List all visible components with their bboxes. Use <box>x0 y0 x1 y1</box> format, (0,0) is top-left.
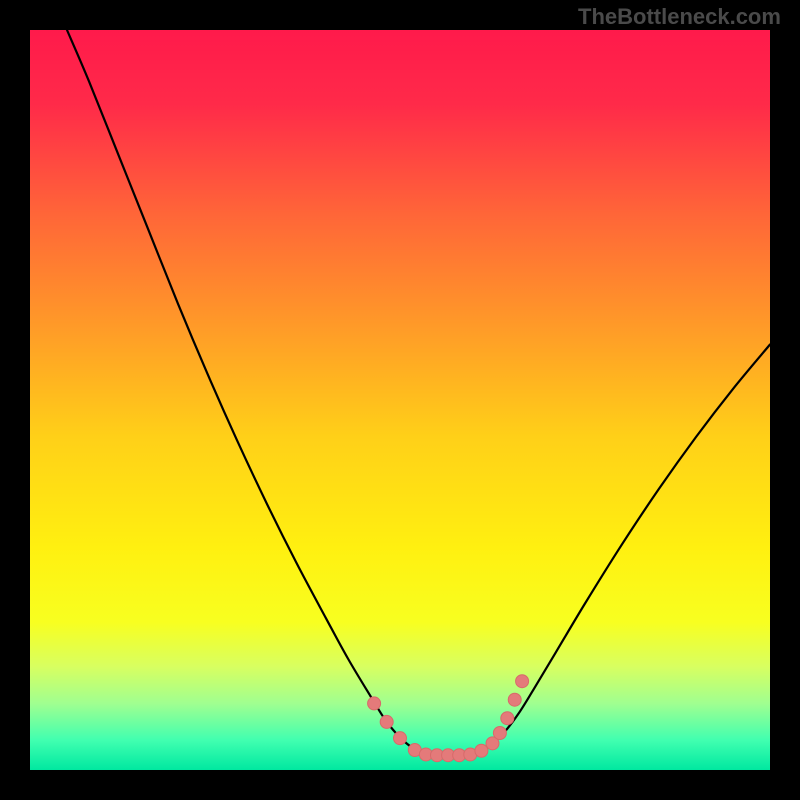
chart-frame <box>0 0 800 800</box>
data-marker <box>501 712 514 725</box>
data-marker <box>394 732 407 745</box>
data-marker <box>516 675 529 688</box>
data-marker <box>493 727 506 740</box>
watermark-text: TheBottleneck.com <box>578 4 781 30</box>
data-marker <box>508 693 521 706</box>
data-marker <box>368 697 381 710</box>
data-marker <box>475 744 488 757</box>
data-marker <box>380 715 393 728</box>
bottleneck-chart <box>0 0 800 800</box>
